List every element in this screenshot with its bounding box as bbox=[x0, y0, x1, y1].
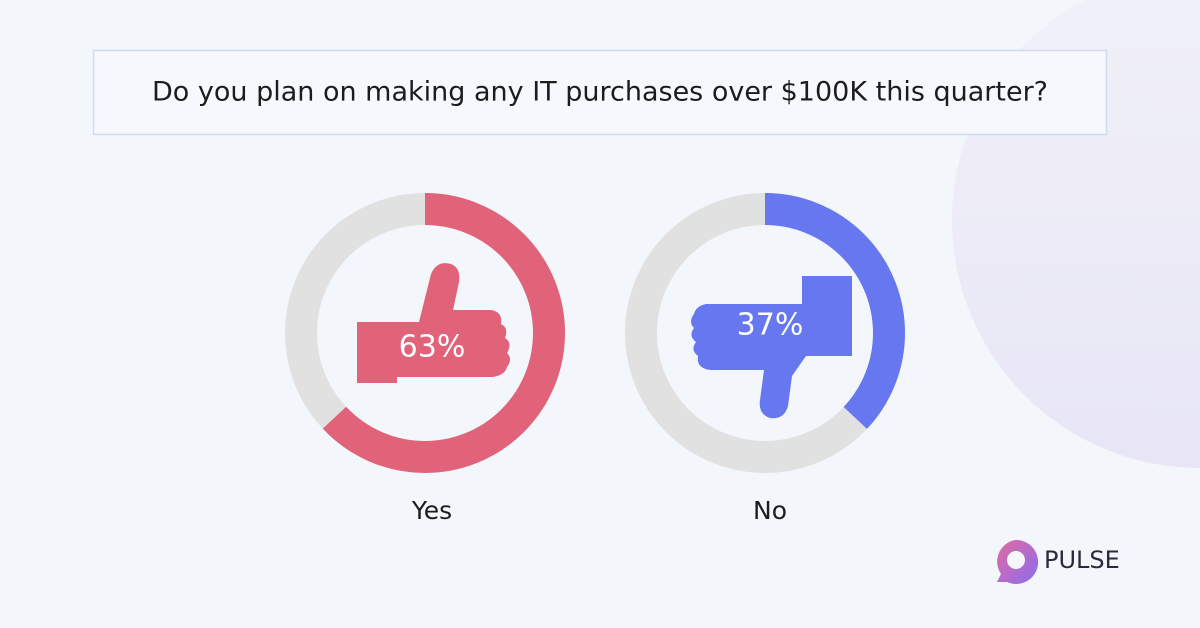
thumb-down-icon bbox=[691, 276, 852, 419]
question: Do you plan on making any IT purchases o… bbox=[152, 77, 1048, 108]
logo: PULSE bbox=[997, 539, 1120, 584]
value-label: 63% bbox=[399, 330, 466, 365]
brand: PULSE bbox=[1044, 546, 1120, 574]
thumb-up-icon bbox=[357, 263, 510, 383]
category-label: Yes bbox=[411, 496, 452, 525]
donut-arc bbox=[285, 193, 565, 473]
logo-hole bbox=[1007, 551, 1025, 569]
category-label: No bbox=[753, 496, 787, 525]
charts: 63% Yes 37% No bbox=[285, 193, 905, 525]
question-box bbox=[92, 49, 1108, 136]
donut-arc bbox=[625, 193, 905, 473]
value-label: 37% bbox=[737, 308, 804, 343]
